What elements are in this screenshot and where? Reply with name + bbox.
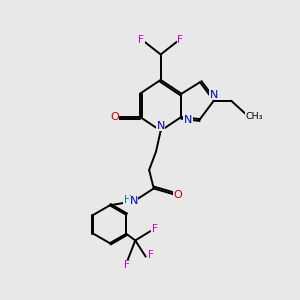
Text: CH₃: CH₃ <box>245 112 262 121</box>
Text: H: H <box>124 195 131 205</box>
Text: F: F <box>138 35 144 45</box>
Text: F: F <box>152 224 158 234</box>
Text: F: F <box>177 35 183 45</box>
Text: N: N <box>157 121 165 130</box>
Text: O: O <box>110 112 119 122</box>
Text: O: O <box>174 190 182 200</box>
Text: N: N <box>210 90 218 100</box>
Text: F: F <box>148 250 154 260</box>
Text: N: N <box>130 196 138 206</box>
Text: N: N <box>184 115 192 124</box>
Text: F: F <box>124 260 130 270</box>
